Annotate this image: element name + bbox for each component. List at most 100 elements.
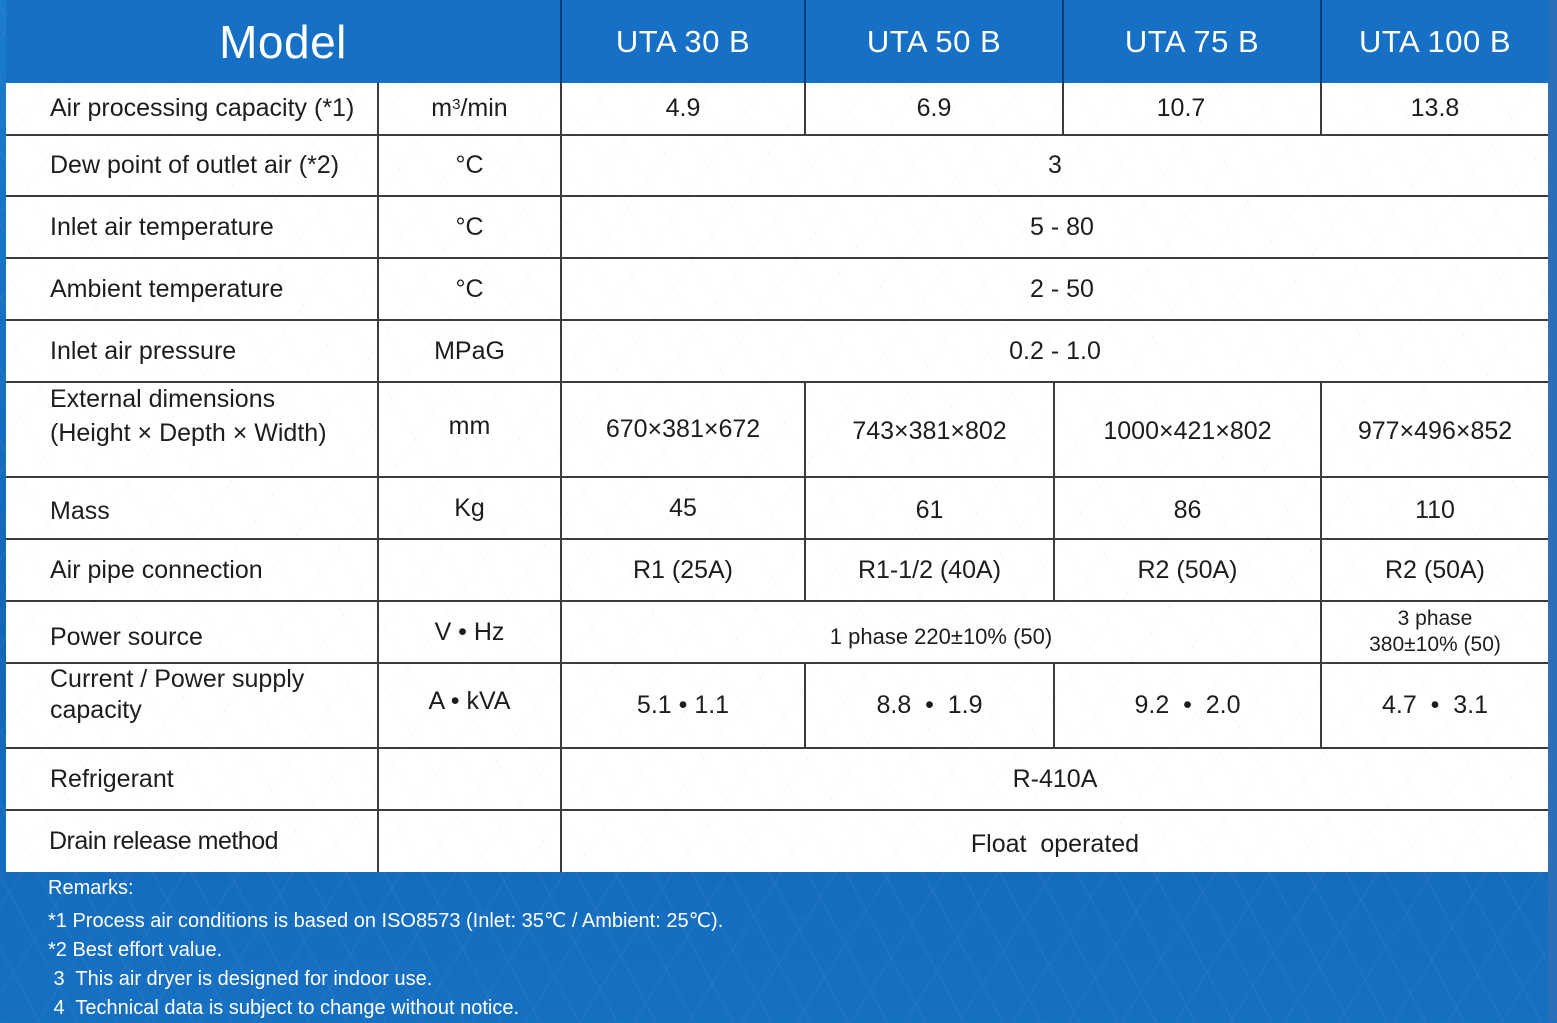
column-divider bbox=[1062, 83, 1064, 134]
right-edge-strip bbox=[1548, 0, 1557, 1022]
unit-inlet-temp: °C bbox=[455, 212, 484, 241]
value-mass-uta30b: 45 bbox=[669, 493, 697, 522]
value-pipe-uta100b: R2 (50A) bbox=[1384, 555, 1486, 584]
row-divider bbox=[6, 600, 1548, 602]
value-ambient-temp: 2 - 50 bbox=[1030, 274, 1094, 303]
row-label-refrigerant: Refrigerant bbox=[50, 764, 174, 793]
header-divider bbox=[1320, 0, 1322, 83]
row-label-power: Power source bbox=[50, 622, 203, 651]
remark-line: 4 Technical data is subject to change wi… bbox=[48, 997, 520, 1019]
power-three-phase-line1: 3 phase bbox=[1397, 606, 1473, 630]
value-inlet-pressure: 0.2 - 1.0 bbox=[1009, 336, 1101, 365]
column-divider bbox=[804, 381, 806, 600]
column-divider bbox=[804, 83, 806, 134]
row-divider bbox=[6, 381, 1548, 383]
row-divider bbox=[6, 319, 1548, 321]
row-divider bbox=[6, 747, 1548, 749]
row-label-inlet-pressure: Inlet air pressure bbox=[50, 336, 237, 365]
header-divider bbox=[804, 0, 806, 83]
power-three-phase-line2: 380±10% (50) bbox=[1369, 633, 1501, 656]
unit-drain bbox=[379, 811, 560, 872]
row-divider bbox=[6, 476, 1548, 478]
unit-superscript: 3 bbox=[452, 96, 461, 113]
model-uta30b-header: UTA 30 B bbox=[562, 0, 804, 83]
value-dimensions-uta75b: 1000×421×802 bbox=[1103, 417, 1272, 445]
row-label-inlet-temp: Inlet air temperature bbox=[50, 212, 274, 241]
value-air-processing-uta50b: 6.9 bbox=[916, 94, 952, 122]
value-air-processing-uta100b: 13.8 bbox=[1410, 94, 1460, 122]
column-divider bbox=[560, 83, 562, 872]
row-label-mass: Mass bbox=[50, 496, 110, 525]
row-label-current: Current / Power supply capacity bbox=[6, 664, 377, 747]
column-divider bbox=[1053, 381, 1055, 600]
value-refrigerant: R-410A bbox=[1012, 764, 1098, 793]
value-dimensions-uta30b: 670×381×672 bbox=[605, 415, 761, 443]
remark-line: *2 Best effort value. bbox=[48, 939, 223, 961]
row-divider bbox=[6, 662, 1548, 664]
column-divider bbox=[1320, 662, 1322, 747]
value-mass-uta100b: 110 bbox=[1415, 495, 1455, 524]
column-divider bbox=[1320, 381, 1322, 662]
row-label-drain: Drain release method bbox=[49, 827, 279, 855]
unit-refrigerant bbox=[379, 749, 560, 809]
unit-ambient-temp: °C bbox=[455, 274, 484, 303]
row-divider bbox=[6, 195, 1548, 197]
value-air-processing-uta30b: 4.9 bbox=[665, 94, 701, 122]
unit-power: V • Hz bbox=[434, 617, 505, 646]
row-divider bbox=[6, 134, 1548, 136]
value-mass-uta50b: 61 bbox=[915, 495, 944, 524]
unit-mass: Kg bbox=[454, 493, 485, 522]
value-pipe-uta75b: R2 (50A) bbox=[1137, 555, 1238, 584]
column-divider bbox=[377, 83, 379, 872]
spec-table: Air processing capacity (*1) m 3/min 4.9 … bbox=[6, 83, 1548, 872]
value-current-uta75b: 9.2 • 2.0 bbox=[1134, 691, 1241, 719]
value-power-single-phase: 1 phase 220±10% (50) bbox=[829, 624, 1053, 649]
row-label-dew-point: Dew point of outlet air (*2) bbox=[50, 151, 340, 179]
value-mass-uta75b: 86 bbox=[1173, 495, 1202, 524]
value-dimensions-uta100b: 977×496×852 bbox=[1357, 417, 1513, 445]
row-divider bbox=[6, 809, 1548, 811]
unit-pipe bbox=[379, 540, 560, 600]
remarks-title: Remarks: bbox=[48, 877, 134, 899]
column-divider bbox=[1053, 662, 1055, 747]
value-power-three-phase: 3 phase 380±10% (50) bbox=[1322, 602, 1548, 662]
value-dew-point: 3 bbox=[1048, 151, 1062, 179]
current-label-line1: Current / Power supply bbox=[50, 665, 305, 693]
row-divider bbox=[6, 538, 1548, 540]
remarks-section: Remarks: *1 Process air conditions is ba… bbox=[48, 874, 1048, 1023]
unit-dimensions: mm bbox=[448, 412, 491, 440]
unit-dew-point: °C bbox=[455, 151, 484, 179]
model-uta100b-header: UTA 100 B bbox=[1322, 0, 1548, 83]
unit-base: m bbox=[431, 94, 453, 122]
row-label-pipe: Air pipe connection bbox=[50, 555, 263, 584]
unit-inlet-pressure: MPaG bbox=[434, 336, 505, 365]
unit-rest: /min bbox=[460, 94, 508, 122]
unit-current: A • kVA bbox=[428, 687, 511, 715]
current-label-line2: capacity bbox=[50, 696, 142, 725]
model-uta50b-header: UTA 50 B bbox=[806, 0, 1062, 83]
row-label-ambient-temp: Ambient temperature bbox=[50, 274, 284, 303]
model-header: Model bbox=[6, 0, 560, 83]
header-divider bbox=[1062, 0, 1064, 83]
value-drain: Float operated bbox=[970, 830, 1140, 858]
remark-line: 3 This air dryer is designed for indoor … bbox=[48, 968, 433, 990]
unit-air-processing: m 3/min bbox=[379, 83, 560, 134]
value-current-uta50b: 8.8 • 1.9 bbox=[876, 691, 983, 719]
model-uta75b-header: UTA 75 B bbox=[1064, 0, 1320, 83]
value-inlet-temp: 5 - 80 bbox=[1030, 212, 1094, 241]
row-divider bbox=[6, 257, 1548, 259]
column-divider bbox=[804, 662, 806, 747]
row-label-air-processing: Air processing capacity (*1) bbox=[50, 94, 355, 122]
remark-line: *1 Process air conditions is based on IS… bbox=[48, 910, 724, 932]
value-air-processing-uta75b: 10.7 bbox=[1156, 94, 1206, 122]
value-dimensions-uta50b: 743×381×802 bbox=[852, 417, 1007, 445]
value-current-uta30b: 5.1 • 1.1 bbox=[636, 691, 730, 719]
row-label-dimensions: External dimensions (Height × Depth × Wi… bbox=[6, 383, 377, 476]
column-divider bbox=[1320, 83, 1322, 134]
dimensions-label-line2: (Height × Depth × Width) bbox=[50, 418, 327, 447]
value-pipe-uta30b: R1 (25A) bbox=[632, 555, 734, 584]
value-current-uta100b: 4.7 • 3.1 bbox=[1381, 691, 1489, 719]
header-divider bbox=[560, 0, 562, 83]
value-pipe-uta50b: R1-1/2 (40A) bbox=[857, 555, 1002, 584]
dimensions-label-line1: External dimensions bbox=[50, 385, 276, 413]
